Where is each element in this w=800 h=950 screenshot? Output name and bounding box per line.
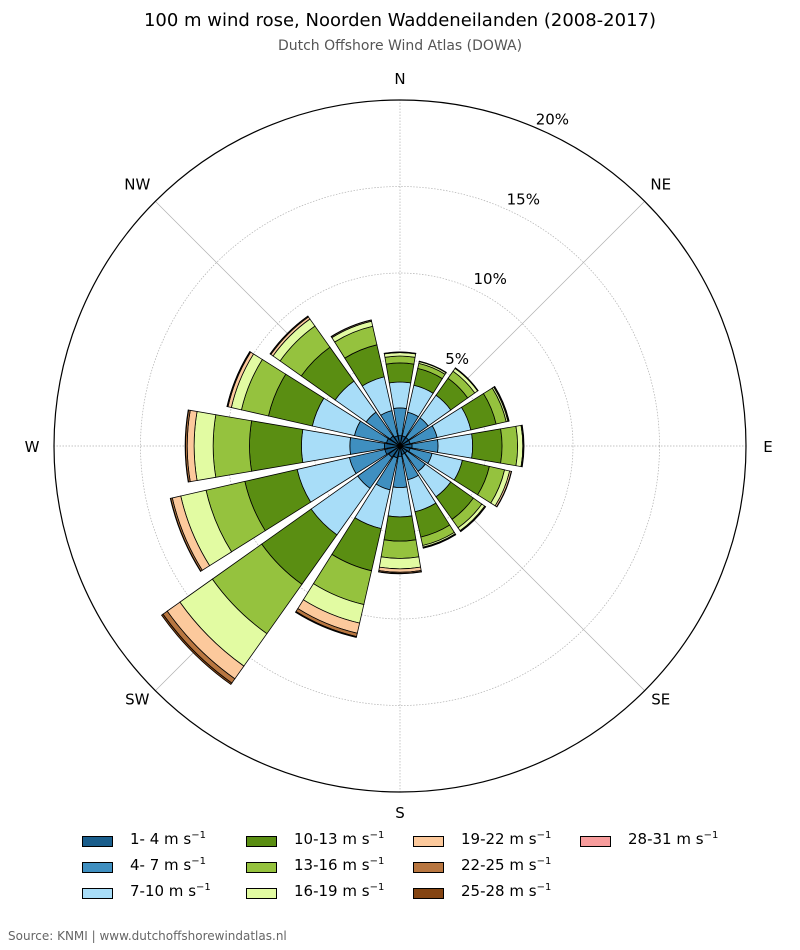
legend-label: 7-10 m s−1: [130, 882, 211, 900]
wedge-ne-speed-bin-8: [454, 367, 479, 392]
legend-label: 16-19 m s−1: [294, 882, 385, 900]
legend-swatch: [82, 862, 113, 873]
wedge-s-speed-bin-3: [387, 486, 413, 518]
wedge-n-speed-bin-5: [384, 355, 416, 365]
wedge-s-speed-bin-5: [380, 539, 420, 559]
wedge-se-speed-bin-8: [460, 506, 487, 533]
wedge-n-speed-bin-8: [383, 351, 417, 354]
wedge-e-speed-bin-5: [500, 425, 518, 467]
source-note: Source: KNMI | www.dutchoffshorewindatla…: [8, 929, 287, 943]
compass-label-s: S: [395, 804, 405, 822]
legend-swatch: [413, 888, 444, 899]
wedge-w-speed-bin-5: [212, 414, 253, 478]
wedge-s-speed-bin-9: [378, 571, 422, 575]
legend-label: 1- 4 m s−1: [130, 830, 206, 848]
wedge-e-speed-bin-3: [437, 433, 474, 459]
compass-label-se: SE: [651, 691, 670, 709]
compass-label-e: E: [763, 438, 772, 456]
wedge-nnw-speed-bin-8: [330, 319, 372, 338]
compass-label-sw: SW: [125, 691, 150, 709]
wedge-ese-speed-bin-8: [496, 470, 513, 508]
compass-label-ne: NE: [650, 175, 671, 193]
wedge-sse-speed-bin-8: [422, 533, 457, 549]
circular-gridline: [140, 186, 660, 706]
legend-label: 28-31 m s−1: [628, 830, 719, 848]
wedge-w-speed-bin-3: [301, 429, 352, 463]
wedge-s-speed-bin-4: [383, 515, 417, 542]
legend-swatch: [82, 888, 113, 899]
legend-label: 22-25 m s−1: [461, 856, 552, 874]
wedge-wnw-speed-bin-9: [226, 351, 251, 408]
wedge-nne-speed-bin-8: [418, 360, 447, 374]
legend-swatch: [413, 836, 444, 847]
compass-label-w: W: [25, 438, 40, 456]
chart-title: 100 m wind rose, Noorden Waddeneilanden …: [143, 10, 657, 31]
legend-label: 10-13 m s−1: [294, 830, 385, 848]
compass-label-nw: NW: [124, 175, 150, 193]
wedge-e-speed-bin-8: [521, 424, 525, 468]
legend-label: 4- 7 m s−1: [130, 856, 206, 874]
legend-swatch: [246, 862, 277, 873]
compass-label-n: N: [394, 70, 405, 88]
radial-tick-label: 10%: [474, 270, 507, 288]
wedge-ssw-speed-bin-9: [294, 610, 357, 638]
radial-tick-label: 20%: [536, 110, 569, 128]
wedge-e-speed-bin-4: [471, 428, 503, 464]
wedge-wsw-speed-bin-9: [169, 497, 202, 572]
legend-swatch: [580, 836, 611, 847]
wedge-sw-speed-bin-9: [160, 613, 233, 686]
legend-label: 13-16 m s−1: [294, 856, 385, 874]
wedge-w-speed-bin-9: [184, 409, 189, 483]
legend-swatch: [246, 888, 277, 899]
outer-ring: [53, 99, 747, 793]
wedge-ene-speed-bin-8: [493, 385, 510, 422]
legend-swatch: [82, 836, 113, 847]
chart-subtitle: Dutch Offshore Wind Atlas (DOWA): [277, 38, 523, 54]
wedge-w-speed-bin-6: [193, 411, 217, 481]
wedge-s-speed-bin-6: [378, 556, 422, 570]
wedge-nw-speed-bin-9: [269, 315, 309, 355]
legend-label: 19-22 m s−1: [461, 830, 552, 848]
legend-swatch: [413, 862, 444, 873]
legend-label: 25-28 m s−1: [461, 882, 552, 900]
legend-swatch: [246, 836, 277, 847]
radial-tick-label: 5%: [445, 350, 469, 368]
radial-tick-label: 15%: [507, 190, 540, 208]
wedge-n-speed-bin-4: [385, 362, 415, 384]
wedge-w-speed-bin-4: [249, 420, 304, 472]
wedge-n-speed-bin-3: [388, 381, 412, 409]
